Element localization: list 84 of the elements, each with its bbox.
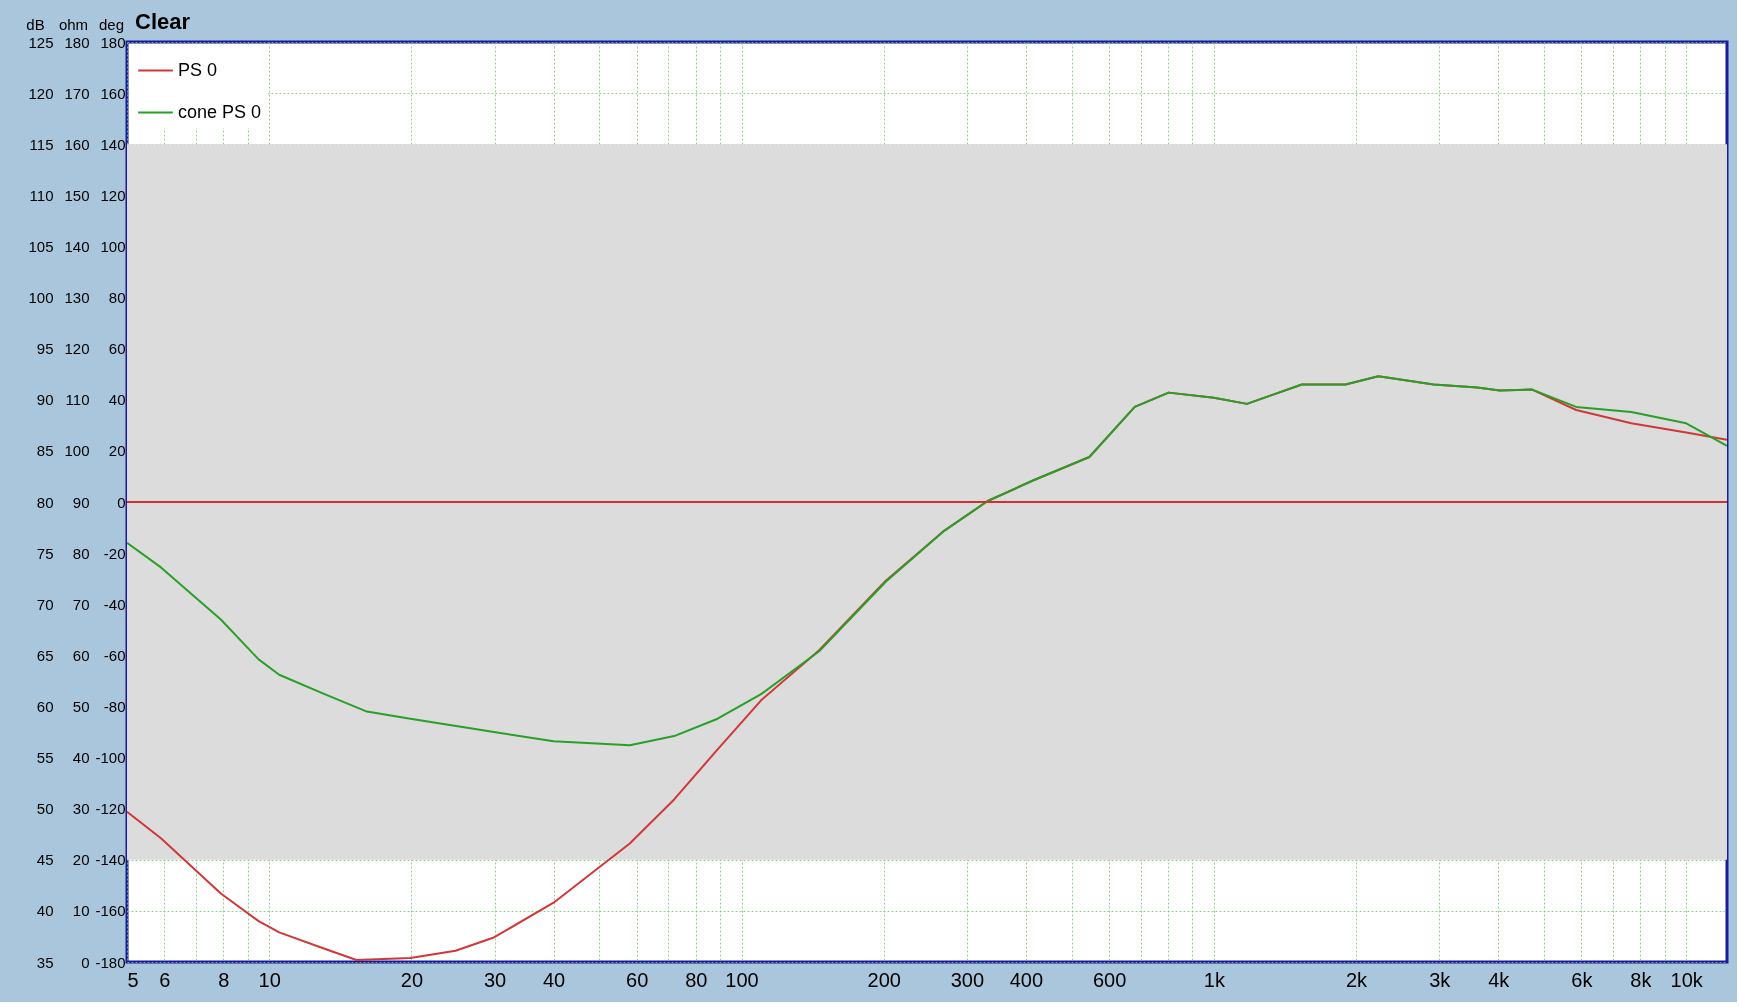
- y2-tick-label: 100: [64, 442, 90, 460]
- y-tick-label: 55: [36, 749, 54, 767]
- y-tick-label: 115: [29, 135, 54, 153]
- y3-tick-label: -60: [103, 646, 126, 664]
- x-tick-label: 5: [127, 968, 139, 991]
- y2-tick-label: 130: [64, 289, 90, 307]
- y-tick-label: 110: [29, 186, 54, 204]
- y3-tick-label: 100: [100, 237, 126, 255]
- y3-tick-label: -40: [103, 595, 126, 613]
- y2-tick-label: 60: [72, 646, 90, 664]
- x-tick-label: 1k: [1203, 968, 1226, 991]
- x-tick-label: 6k: [1571, 968, 1594, 991]
- y3-tick-label: 180: [100, 33, 126, 51]
- y-tick-label: 50: [36, 800, 54, 818]
- y2-tick-label: 80: [72, 544, 90, 562]
- y2-tick-label: 50: [72, 697, 90, 715]
- y3-tick-label: -180: [95, 953, 126, 971]
- x-tick-label: 10k: [1670, 968, 1704, 991]
- y2-tick-label: 20: [72, 851, 90, 869]
- y2-tick-label: 180: [64, 33, 90, 51]
- text: Clear: [135, 9, 191, 34]
- x-tick-label: 60: [626, 968, 649, 991]
- x-tick-label: 8: [218, 968, 230, 991]
- y-axis-title: dB: [26, 15, 45, 33]
- y-tick-label: 100: [28, 289, 54, 307]
- y3-tick-label: -140: [95, 851, 126, 869]
- y3-axis-title: deg: [98, 15, 125, 33]
- y2-tick-label: 40: [72, 749, 90, 767]
- y-tick-label: 70: [36, 595, 54, 613]
- y-tick-label: 125: [28, 33, 54, 51]
- y-tick-label: 80: [36, 493, 54, 511]
- x-tick-label: 30: [483, 968, 507, 991]
- x-tick-label: 10: [258, 968, 281, 991]
- y3-tick-label: -100: [95, 749, 126, 767]
- x-tick-label: 400: [1009, 968, 1044, 991]
- y-tick-label: 120: [28, 84, 54, 102]
- y-tick-label: 75: [36, 544, 54, 562]
- y3-tick-label: -80: [103, 697, 126, 715]
- x-tick-label: 20: [400, 968, 423, 991]
- y2-tick-label: 70: [72, 595, 90, 613]
- y3-tick-label: 160: [100, 84, 126, 102]
- x-tick-label: 4k: [1488, 968, 1511, 991]
- x-tick-label: 300: [950, 968, 985, 991]
- legend-label: cone PS 0: [178, 101, 262, 122]
- y3-tick-label: 20: [108, 442, 126, 460]
- y-tick-label: 95: [36, 340, 54, 358]
- y2-tick-label: 140: [64, 237, 90, 255]
- y3-tick-label: 80: [108, 289, 126, 307]
- y2-tick-label: 90: [72, 493, 90, 511]
- y3-tick-label: 60: [108, 340, 126, 358]
- y2-tick-label: 120: [64, 340, 90, 358]
- y-tick-label: 65: [36, 646, 54, 664]
- y2-tick-label: 30: [72, 800, 90, 818]
- y-tick-label: 40: [36, 902, 54, 920]
- y3-tick-label: 120: [100, 186, 126, 204]
- y2-tick-label: 110: [65, 391, 90, 409]
- x-tick-label: 3k: [1429, 968, 1452, 991]
- x-tick-label: 200: [867, 968, 901, 991]
- y-tick-label: 60: [36, 697, 54, 715]
- y-tick-label: 45: [36, 851, 54, 869]
- x-tick-label: 6: [159, 968, 171, 991]
- x-tick-label: 2k: [1345, 968, 1369, 991]
- y3-tick-label: 140: [100, 135, 126, 153]
- legend-label: PS 0: [178, 59, 218, 80]
- y-tick-label: 105: [28, 237, 54, 255]
- y-tick-label: 85: [36, 442, 54, 460]
- y-tick-label: 90: [36, 391, 54, 409]
- y2-tick-label: 150: [64, 186, 90, 204]
- x-tick-label: 600: [1092, 968, 1127, 991]
- y-tick-label: 35: [36, 953, 54, 971]
- y3-tick-label: -120: [95, 800, 126, 818]
- y2-tick-label: 160: [64, 135, 90, 153]
- x-tick-label: 8k: [1630, 968, 1653, 991]
- x-tick-label: 80: [685, 968, 708, 991]
- y3-tick-label: 0: [117, 493, 126, 511]
- y2-tick-label: 10: [72, 902, 90, 920]
- y3-tick-label: -160: [95, 902, 126, 920]
- y2-tick-label: 0: [81, 953, 90, 971]
- x-tick-label: 100: [725, 968, 759, 991]
- x-tick-label: 40: [542, 968, 566, 991]
- y3-tick-label: -20: [103, 544, 126, 562]
- y2-axis-title: ohm: [58, 15, 89, 33]
- y2-tick-label: 170: [64, 84, 90, 102]
- y3-tick-label: 40: [108, 391, 126, 409]
